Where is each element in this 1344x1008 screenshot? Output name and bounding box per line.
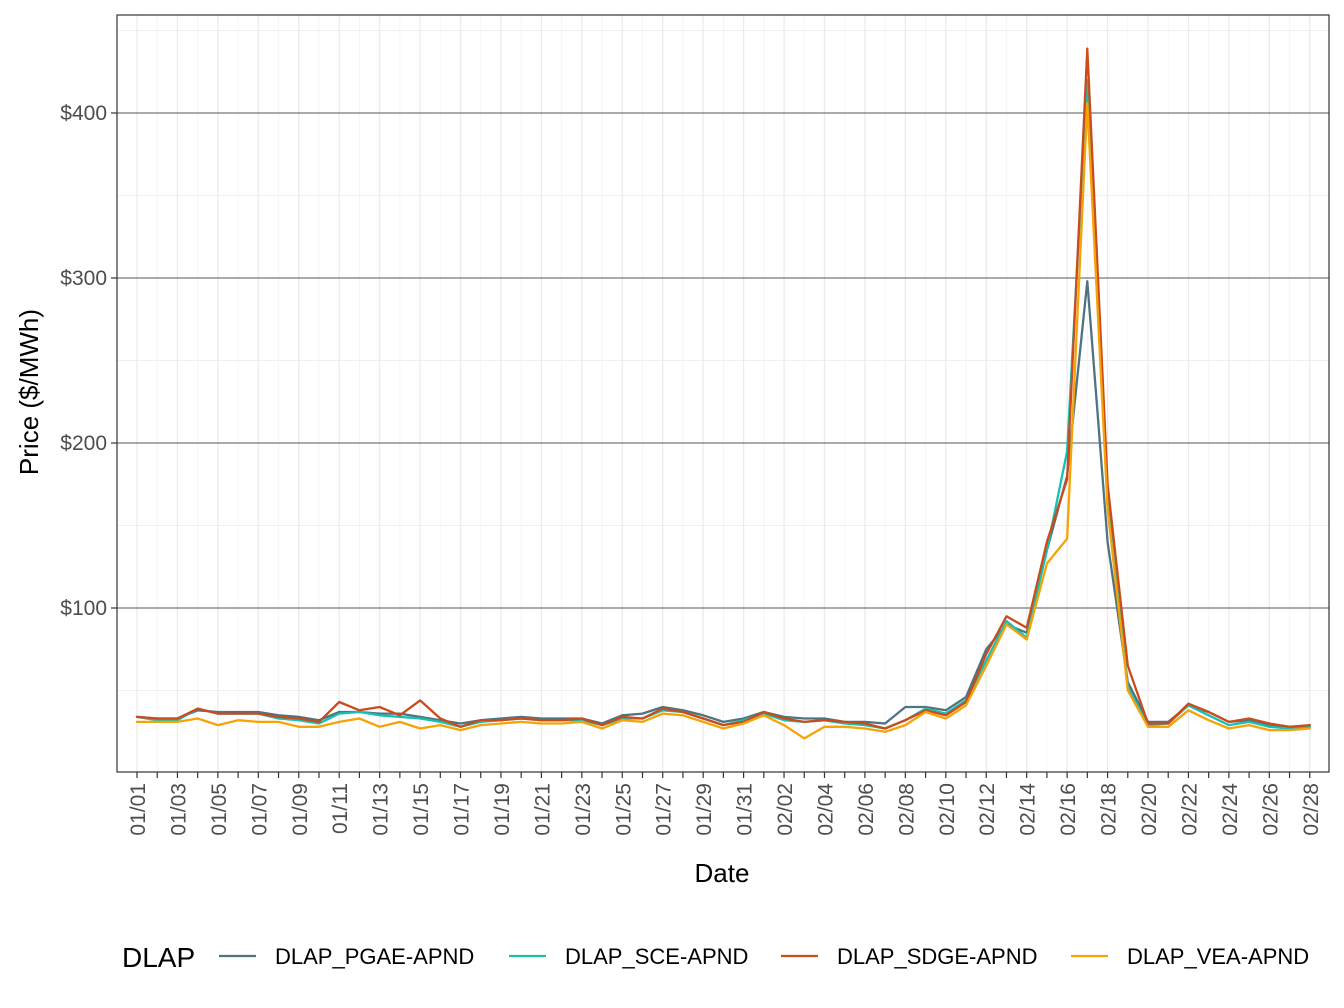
legend-item: DLAP_SDGE-APND: [781, 944, 1038, 969]
x-tick-label: 02/08: [895, 783, 918, 836]
legend-item: DLAP_VEA-APND: [1071, 944, 1309, 969]
legend-label: DLAP_SCE-APND: [565, 944, 748, 969]
x-axis: 01/01 01/03 01/05 01/07 01/09 01/11 01/13 01/15…: [127, 772, 1323, 836]
series-line-dlap_vea-apnd: [135, 101, 1311, 740]
x-tick-label: 02/04: [814, 783, 837, 836]
x-tick-label: 01/29: [693, 783, 716, 836]
x-tick-label: 02/02: [774, 783, 797, 836]
series-lines: [135, 47, 1311, 740]
x-tick-label: 02/06: [855, 783, 878, 836]
x-tick-label: 02/14: [1017, 783, 1040, 836]
x-tick-label: 02/20: [1138, 783, 1161, 836]
legend-item: DLAP_PGAE-APND: [219, 944, 474, 969]
x-tick-label: 02/28: [1300, 783, 1323, 836]
y-axis-title: Price ($/MWh): [14, 309, 44, 475]
x-tick-label: 02/24: [1219, 783, 1242, 836]
x-tick-label: 01/27: [653, 783, 676, 836]
x-tick-label: 02/16: [1057, 783, 1080, 836]
x-tick-label: 01/11: [329, 783, 352, 834]
legend-label: DLAP_PGAE-APND: [275, 944, 474, 969]
x-tick-label: 02/18: [1098, 783, 1121, 836]
x-tick-label: 01/07: [248, 783, 271, 836]
x-tick-label: 01/09: [289, 783, 312, 836]
x-tick-label: 01/23: [572, 783, 595, 836]
y-tick-label: $200: [60, 432, 107, 455]
x-tick-label: 01/31: [734, 783, 757, 836]
plot-panel: [116, 14, 1330, 773]
y-tick-label: $100: [60, 597, 107, 620]
x-tick-label: 02/26: [1259, 783, 1282, 836]
minor-gridlines: [117, 15, 1329, 772]
y-axis: $100 $200 $300 $400: [60, 102, 117, 620]
y-tick-label: $300: [60, 267, 107, 290]
x-tick-label: 01/05: [208, 783, 231, 836]
y-tick-label: $400: [60, 102, 107, 125]
x-tick-label: 02/22: [1178, 783, 1201, 836]
series-line-dlap_sdge-apnd: [135, 47, 1311, 730]
x-tick-label: 01/25: [612, 783, 635, 836]
legend-label: DLAP_VEA-APND: [1127, 944, 1309, 969]
x-tick-label: 01/03: [167, 783, 190, 836]
x-tick-label: 01/15: [410, 783, 433, 836]
x-tick-label: 01/01: [127, 783, 150, 836]
series-line-dlap_pgae-apnd: [135, 280, 1311, 728]
legend-item: DLAP_SCE-APND: [509, 944, 748, 969]
legend-title: DLAP: [122, 942, 195, 973]
x-tick-label: 01/19: [491, 783, 514, 836]
major-gridlines: [117, 112, 1329, 609]
legend: DLAP DLAP_PGAE-APND DLAP_SCE-APND DLAP_SDG…: [122, 942, 1309, 973]
x-tick-label: 01/21: [531, 783, 554, 836]
x-axis-title: Date: [695, 858, 750, 888]
x-tick-label: 02/10: [936, 783, 959, 836]
legend-label: DLAP_SDGE-APND: [837, 944, 1038, 969]
x-tick-label: 01/17: [451, 783, 474, 836]
x-tick-label: 02/12: [976, 783, 999, 836]
x-tick-label: 01/13: [370, 783, 393, 836]
